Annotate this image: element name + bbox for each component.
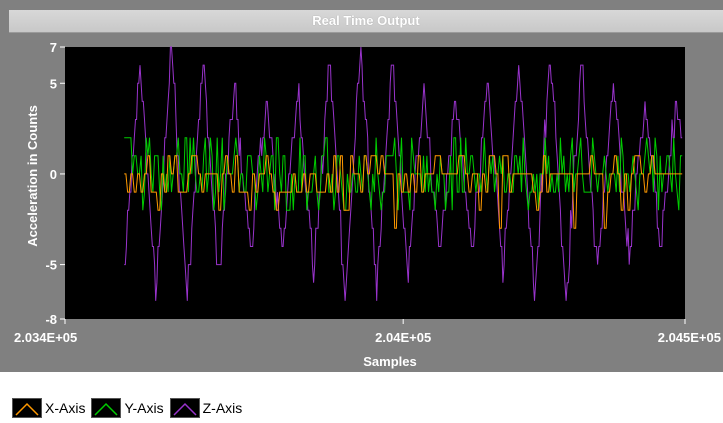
y-axis-label: Acceleration in Counts bbox=[25, 105, 40, 247]
z-axis-swatch-line bbox=[174, 404, 196, 415]
x-tick-label: 2.04E+05 bbox=[375, 330, 431, 345]
y-tick-label: 7 bbox=[50, 40, 57, 55]
y-tick-label: 5 bbox=[50, 76, 57, 91]
y-tick-label: -5 bbox=[45, 258, 57, 273]
legend-label-x: X-Axis bbox=[45, 400, 85, 416]
legend: X-Axis Y-Axis Z-Axis bbox=[12, 398, 248, 418]
legend-label-z: Z-Axis bbox=[203, 400, 243, 416]
x-axis-swatch-icon bbox=[12, 398, 42, 418]
legend-item-z[interactable]: Z-Axis bbox=[170, 398, 245, 418]
y-tick-label: -8 bbox=[45, 312, 57, 327]
y-axis-swatch-line bbox=[95, 404, 117, 415]
y-tick-label: 0 bbox=[50, 167, 57, 182]
legend-item-x[interactable]: X-Axis bbox=[12, 398, 87, 418]
x-axis-swatch-line bbox=[16, 404, 38, 415]
legend-item-y[interactable]: Y-Axis bbox=[91, 398, 165, 418]
x-tick-label: 2.045E+05 bbox=[658, 330, 721, 345]
chart-svg: 7 5 0 -5 -8 2.034E+05 2.04E+05 2.045E+05 Accel… bbox=[0, 0, 723, 372]
x-ticks: 2.034E+05 2.04E+05 2.045E+05 bbox=[14, 319, 721, 345]
legend-label-y: Y-Axis bbox=[124, 400, 163, 416]
x-axis-label: Samples bbox=[363, 354, 416, 369]
y-axis-swatch-icon bbox=[91, 398, 121, 418]
z-axis-swatch-icon bbox=[170, 398, 200, 418]
x-tick-label: 2.034E+05 bbox=[14, 330, 77, 345]
y-ticks: 7 5 0 -5 -8 bbox=[45, 40, 65, 327]
